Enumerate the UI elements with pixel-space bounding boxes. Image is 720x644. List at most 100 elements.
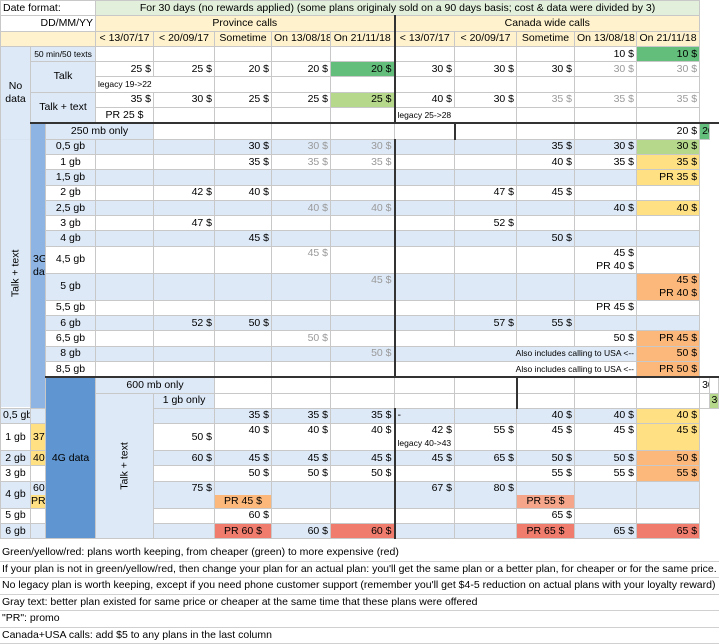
province-header: Province calls (96, 16, 395, 31)
price-cell: 50 $ (637, 346, 700, 361)
date-format-value: DD/MM/YY (1, 16, 96, 31)
price-cell: 45 $ (272, 451, 331, 466)
price-cell: 60 $ (331, 524, 395, 539)
col-header: On 21/11/18 (331, 31, 395, 46)
price-cell: 30 $ (455, 92, 517, 107)
price-cell: PR 45 $ (637, 331, 700, 346)
price-cell: 55 $ (455, 424, 517, 451)
price-cell: 45 $ (331, 273, 395, 300)
price-cell: 35 $ (331, 154, 395, 169)
price-cell: 30 $ (637, 62, 700, 77)
price-cell: 57 $ (455, 316, 517, 331)
row-label: 8,5 gb (46, 361, 96, 377)
price-cell: 25 $ (96, 62, 154, 77)
note-line: If your plan is not in green/yellow/red,… (0, 562, 719, 579)
price-cell: 25 $ (272, 92, 331, 107)
row-label: 1 gb only (154, 393, 215, 408)
price-cell: 50 $ (272, 466, 331, 481)
price-cell: 65 $ (637, 524, 700, 539)
price-cell: 65 $ (575, 524, 637, 539)
price-cell: 45 $ (272, 246, 331, 273)
price-cell: 40 $ (517, 408, 575, 423)
price-cell: PR 35 $ (637, 170, 700, 185)
price-cell: 35 $ (637, 92, 700, 107)
row-label: 1,5 gb (46, 170, 96, 185)
row-label: 600 mb only (96, 377, 215, 393)
row-label: 3 gb (1, 466, 31, 481)
price-cell: 40 $ (575, 200, 637, 215)
note-line: "PR": promo (0, 611, 719, 628)
price-cell: 42 $legacy 40->43 (395, 424, 455, 451)
col-header: < 20/09/17 (455, 31, 517, 46)
talk-text-side-label: Talk + text (96, 393, 154, 539)
talk-text-side-label: Talk + text (1, 139, 31, 408)
price-cell: 30 $ (154, 92, 215, 107)
row-label: 0,5 gb (46, 139, 96, 154)
price-cell: 80 $ (455, 481, 517, 508)
row-label: 8 gb (46, 346, 96, 361)
price-cell: 52 $ (455, 216, 517, 231)
price-cell: 47 $ (154, 216, 215, 231)
usa-note: Also includes calling to USA <-- (395, 361, 637, 377)
col-header: < 13/07/17 (96, 31, 154, 46)
price-cell: 42 $ (154, 185, 215, 200)
col-header: Sometime (215, 31, 272, 46)
price-cell: PR 50 $ (637, 361, 700, 377)
price-cell: 35 $ (517, 92, 575, 107)
price-cell: 40 $ (395, 92, 455, 107)
price-cell: 10 $ (575, 46, 637, 61)
price-cell: 55 $ (575, 466, 637, 481)
price-cell: 35 $ (517, 139, 575, 154)
price-cell: PR 55 $ (517, 481, 575, 508)
price-cell: 37 $ (31, 424, 46, 451)
row-label: 5,5 gb (46, 300, 96, 315)
price-cell: 45 $ (215, 231, 272, 246)
row-label: 2 gb (46, 185, 96, 200)
price-cell: 35 $ (575, 92, 637, 107)
row-label: 6 gb (1, 524, 31, 539)
row-label: 4,5 gb (46, 246, 96, 273)
price-cell: 75 $ (154, 481, 215, 508)
row-label: 3 gb (46, 216, 96, 231)
price-cell: 35 $ (272, 408, 331, 423)
legend-notes: Green/yellow/red: plans worth keeping, f… (0, 545, 719, 644)
row-label: Talk + text (31, 92, 96, 123)
price-cell: 30 $ (395, 62, 455, 77)
price-cell: 55 $ (517, 466, 575, 481)
price-cell: 47 $ (455, 185, 517, 200)
row-label: 5 gb (46, 273, 96, 300)
row-label: 2,5 gb (46, 200, 96, 215)
price-cell: 25 $ (215, 92, 272, 107)
price-cell: PR 60 $ (215, 524, 272, 539)
price-cell: 20 $ (215, 62, 272, 77)
price-cell: 65 $ (455, 451, 517, 466)
price-cell: 25 $ (154, 62, 215, 77)
price-cell: 40 $ (272, 200, 331, 215)
price-cell: 30 $ (575, 62, 637, 77)
price-cell: 45 $ (637, 424, 700, 451)
price-cell: 30 $ (455, 62, 517, 77)
price-cell: 30 $ (215, 139, 272, 154)
note-line: Gray text: better plan existed for same … (0, 595, 719, 612)
price-cell: 67 $ (395, 481, 455, 508)
row-label: 50 min/50 texts (31, 46, 96, 61)
row-label: 2 gb (1, 451, 31, 466)
row-label: 250 mb only (46, 123, 154, 139)
price-cell: 50 $ (331, 466, 395, 481)
price-cell: 30 $ (517, 62, 575, 77)
price-cell: 30 $ (331, 139, 395, 154)
note-line: Canada+USA calls: add $5 to any plans in… (0, 628, 719, 644)
note-line: Green/yellow/red: plans worth keeping, f… (0, 545, 719, 562)
price-cell: 25 $ (331, 92, 395, 107)
sheet-title: For 30 days (no rewards applied) (some p… (96, 1, 700, 16)
price-cell: 35 $ (575, 154, 637, 169)
price-cell: 10 $ (637, 46, 700, 61)
row-label: 5 gb (1, 508, 31, 523)
price-cell: 50 $ (575, 331, 637, 346)
row-label: 0,5 gb (1, 408, 31, 423)
price-cell: 50 $ (215, 316, 272, 331)
canada-header: Canada wide calls (395, 16, 700, 31)
price-cell: 40 $ (31, 451, 46, 466)
price-cell: PR 65 $ (517, 524, 575, 539)
promo-cell: PR 25 $ (96, 108, 154, 124)
